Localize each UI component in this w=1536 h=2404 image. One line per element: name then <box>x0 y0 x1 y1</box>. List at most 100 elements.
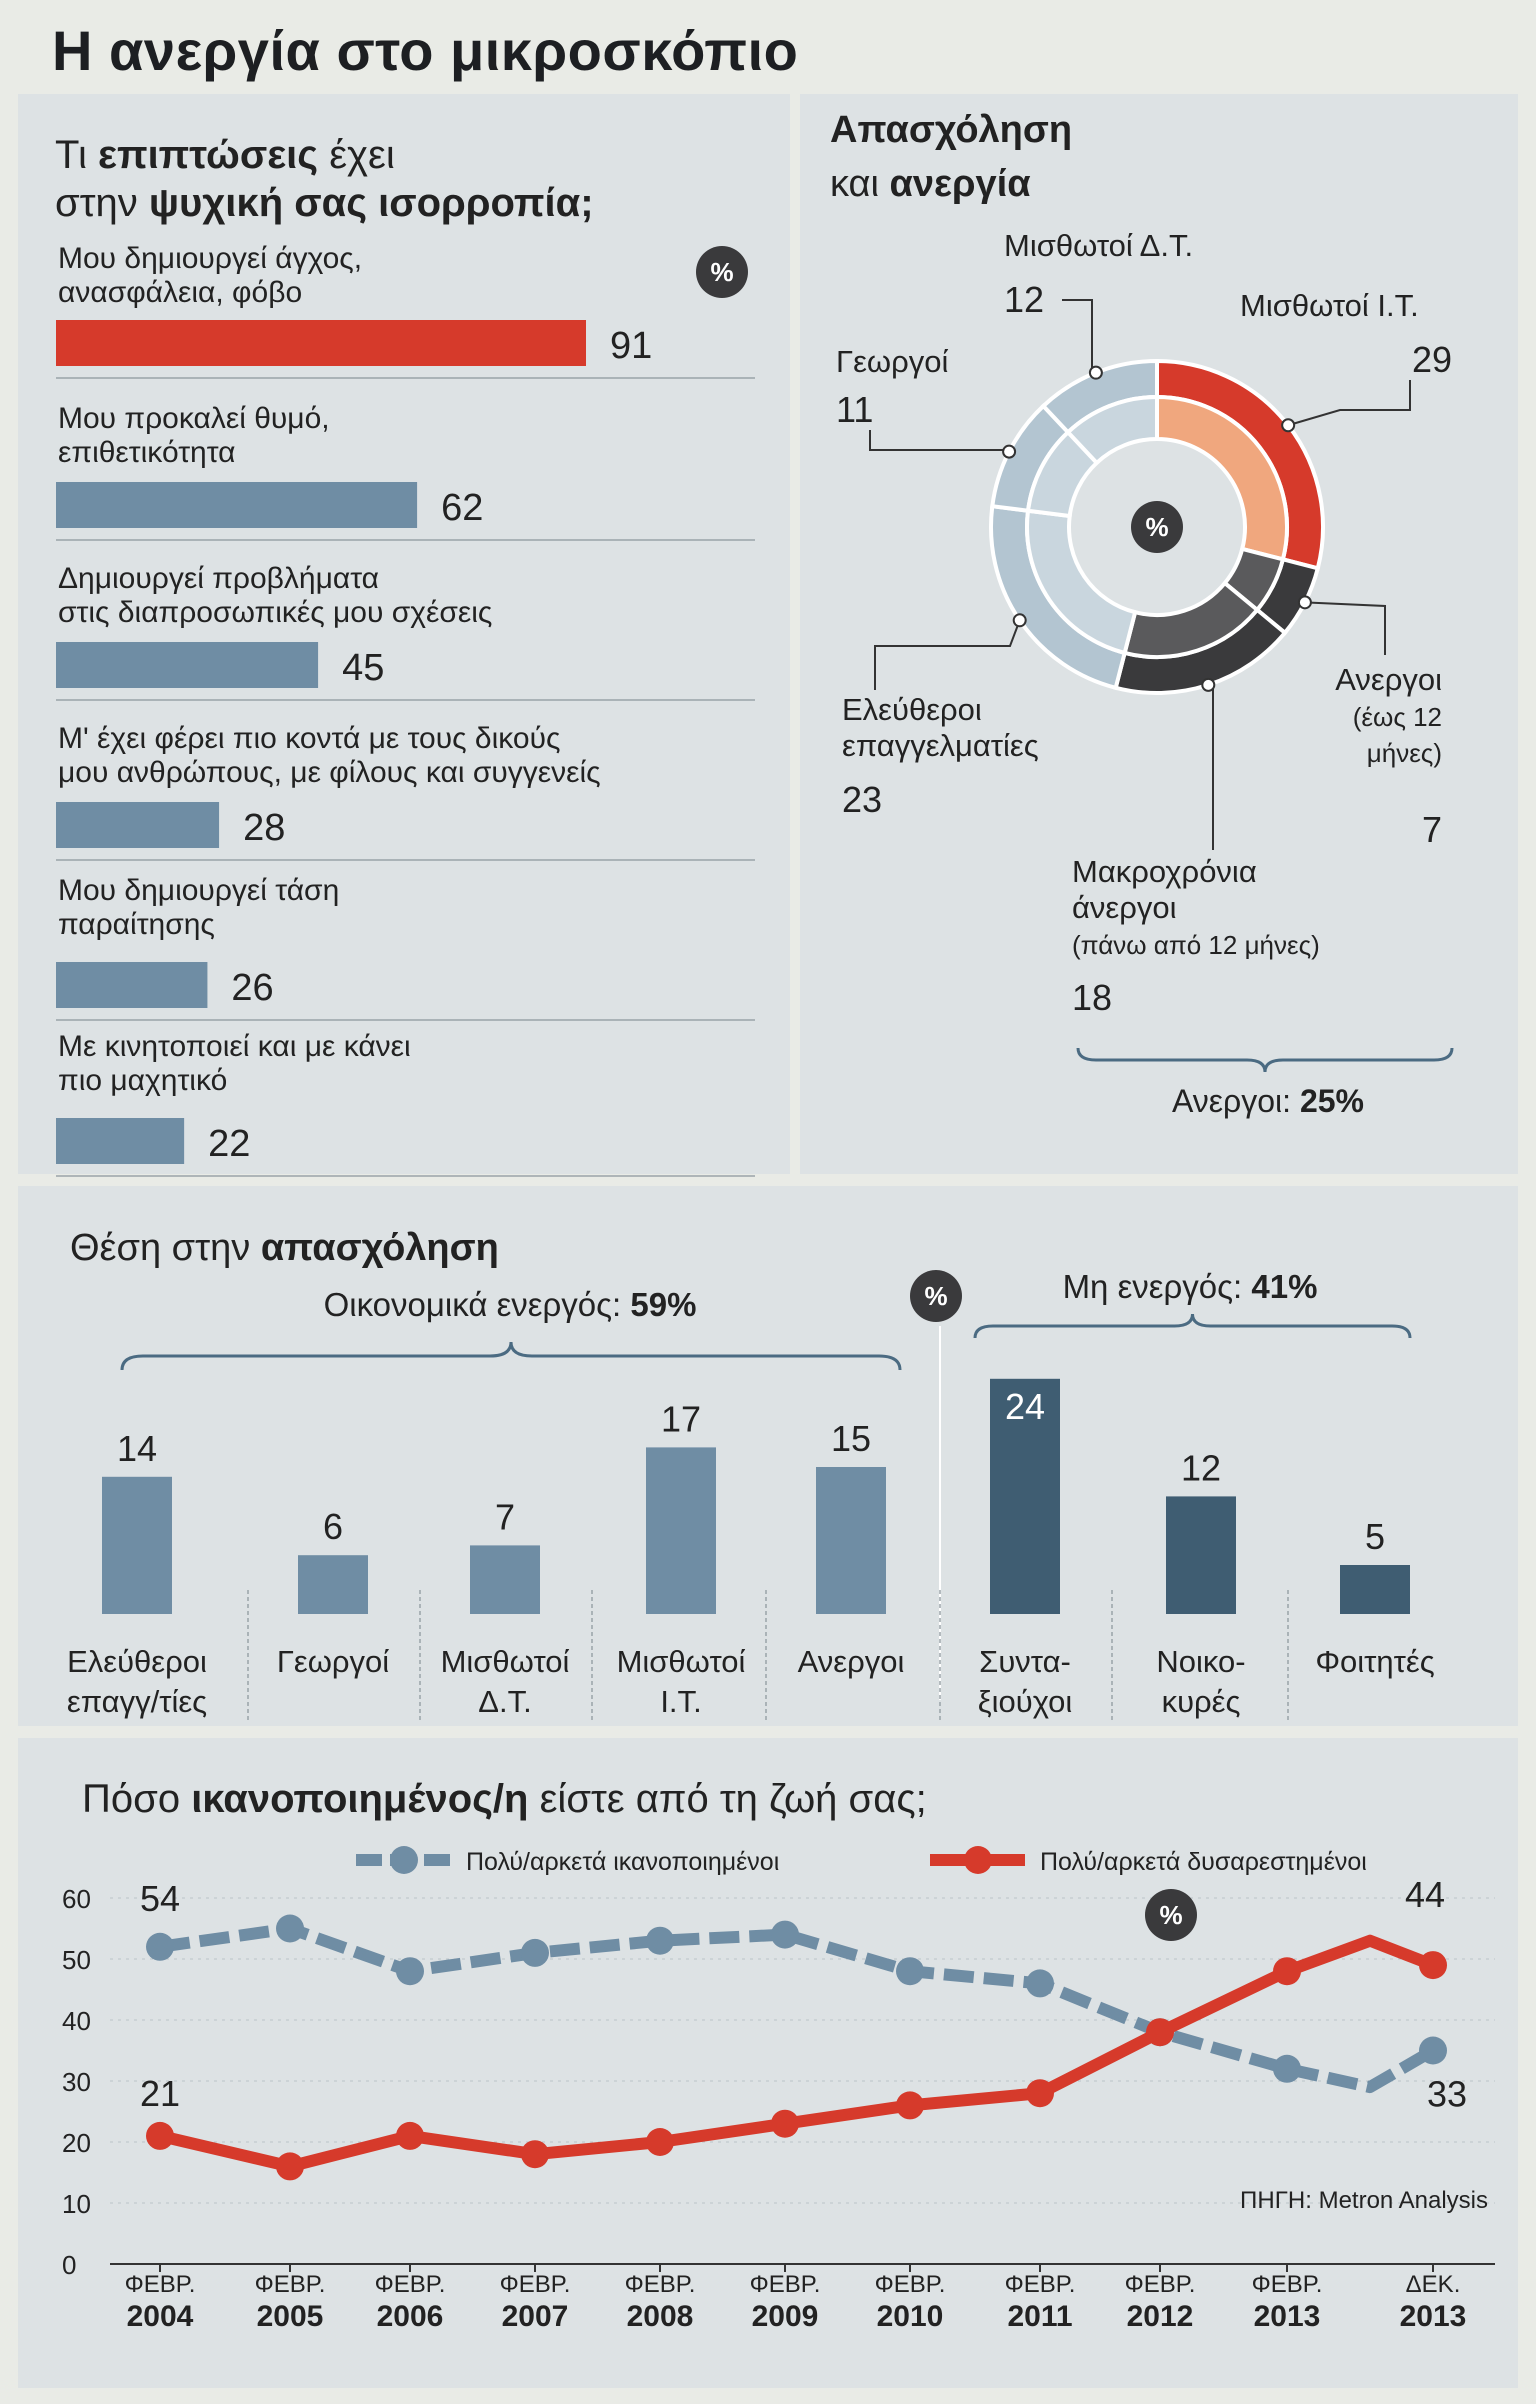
impact-value-4: 26 <box>231 967 273 1009</box>
y-tick-2: 20 <box>62 2128 91 2158</box>
inactive-brace <box>973 1313 1412 1339</box>
position-bar-1 <box>298 1555 368 1614</box>
position-value-1: 6 <box>323 1506 343 1547</box>
percent-badge-label: % <box>1145 512 1168 542</box>
position-value-7: 5 <box>1365 1516 1385 1557</box>
series-0-point-0 <box>146 1932 174 1961</box>
impact-label-1-1: επιθετικότητα <box>58 436 236 469</box>
x-tick-year-7: 2011 <box>1007 2300 1072 2333</box>
active-group-label: Οικονομικά ενεργός: 59% <box>324 1286 697 1323</box>
pie-value-5: 12 <box>1004 279 1044 320</box>
impact-chart: % Μου δημιουργεί άγχος,ανασφάλεια, φόβο 91… <box>56 242 755 1177</box>
pie-leader-3 <box>874 619 1021 690</box>
x-tick-month-5: ΦΕΒΡ. <box>750 2271 821 2298</box>
satisfaction-line-chart: 0102030405060ΦΕΒΡ.2004ΦΕΒΡ.2005ΦΕΒΡ.2006… <box>62 1846 1495 2333</box>
x-tick-year-1: 2005 <box>257 2300 324 2333</box>
position-label-6-1: κυρές <box>1162 1684 1241 1719</box>
y-tick-1: 10 <box>62 2189 91 2219</box>
pie-label-4-0: Γεωργοί <box>836 344 948 379</box>
unemployed-total: Ανεργοι: 25% <box>1172 1083 1364 1119</box>
line-percent-badge: % <box>1145 1889 1197 1941</box>
position-label-6-0: Νοικο- <box>1156 1644 1245 1679</box>
position-label-3-1: Ι.Τ. <box>660 1684 701 1719</box>
main-title: Η ανεργία στο μικροσκόπιο <box>52 19 799 82</box>
impact-bar-3 <box>56 802 220 848</box>
position-bar-2 <box>470 1545 540 1614</box>
x-tick-month-6: ΦΕΒΡ. <box>875 2271 946 2298</box>
impact-label-1-0: Μου προκαλεί θυμό, <box>58 402 330 435</box>
position-bar-chart: % Οικονομικά ενεργός: 59% Μη ενεργός: 41% 1… <box>67 1268 1435 1720</box>
position-value-5: 24 <box>1005 1386 1045 1427</box>
position-value-4: 15 <box>831 1418 871 1459</box>
impact-bar-5 <box>56 1118 185 1164</box>
impact-label-0-1: ανασφάλεια, φόβο <box>58 276 302 309</box>
pie-leader-dot-1 <box>1297 595 1312 610</box>
impact-label-5-0: Με κινητοποιεί και με κάνει <box>58 1030 411 1063</box>
position-bar-0 <box>102 1476 172 1614</box>
series-0-last-label: 33 <box>1427 2074 1467 2115</box>
pie-leader-0 <box>1287 380 1411 427</box>
series-line-0 <box>159 1922 1437 2094</box>
inactive-group-label: Μη ενεργός: 41% <box>1063 1268 1318 1305</box>
impact-value-5: 22 <box>208 1123 250 1165</box>
impact-value-3: 28 <box>243 807 285 849</box>
position-label-0-0: Ελεύθεροι <box>67 1644 207 1679</box>
pie-leader-dot-3 <box>1012 613 1027 628</box>
series-1-point-9 <box>1273 1957 1301 1986</box>
x-tick-year-3: 2007 <box>502 2300 569 2333</box>
series-0-point-5 <box>771 1920 799 1949</box>
impact-label-5-1: πιο μαχητικό <box>58 1064 227 1097</box>
series-1-point-4 <box>646 2128 674 2156</box>
position-value-2: 7 <box>495 1496 515 1537</box>
position-bar-7 <box>1340 1565 1410 1614</box>
impact-label-0-0: Μου δημιουργεί άγχος, <box>58 242 362 275</box>
pie-leader-dot-4 <box>1002 444 1017 459</box>
impact-label-3-1: μου ανθρώπους, με φίλους και συγγενείς <box>58 756 601 789</box>
series-0-point-6 <box>896 1957 924 1986</box>
x-tick-year-0: 2004 <box>127 2300 194 2333</box>
pie-label-2-2: (πάνω από 12 μήνες) <box>1072 930 1320 960</box>
position-value-0: 14 <box>117 1428 157 1469</box>
pie-leader-1 <box>1304 601 1386 655</box>
impact-bar-2 <box>56 642 319 688</box>
pie-value-3: 23 <box>842 779 882 820</box>
series-0-point-4 <box>646 1926 674 1955</box>
active-group-value: 59% <box>630 1286 696 1323</box>
percent-badge-label: % <box>710 257 733 287</box>
x-tick-month-9: ΦΕΒΡ. <box>1252 2271 1323 2298</box>
series-0-point-10 <box>1419 2036 1447 2065</box>
series-0-point-9 <box>1273 2054 1301 2083</box>
pie-slice-inner-5 <box>1065 394 1159 466</box>
y-tick-6: 60 <box>62 1884 91 1914</box>
series-1-last-label: 44 <box>1405 1874 1445 1915</box>
position-bar-5 <box>990 1378 1060 1614</box>
series-1-point-5 <box>771 2109 799 2138</box>
impact-bar-0 <box>56 320 586 366</box>
x-tick-year-10: 2013 <box>1400 2300 1467 2333</box>
unemployed-total-label: Ανεργοι: <box>1172 1083 1300 1119</box>
series-1-point-0 <box>146 2121 174 2150</box>
percent-badge-circle <box>696 246 748 298</box>
series-0-point-3 <box>521 1938 549 1967</box>
legend-label-0: Πολύ/αρκετά ικανοποιημένοι <box>466 1848 779 1876</box>
position-label-3-0: Μισθωτοί <box>617 1644 746 1679</box>
x-tick-month-7: ΦΕΒΡ. <box>1005 2271 1076 2298</box>
x-tick-year-2: 2006 <box>377 2300 444 2333</box>
x-tick-year-8: 2012 <box>1127 2300 1194 2333</box>
pie-leader-dot-2 <box>1201 677 1216 692</box>
position-label-1-0: Γεωργοί <box>277 1644 389 1679</box>
position-value-6: 12 <box>1181 1447 1221 1488</box>
x-tick-year-5: 2009 <box>752 2300 819 2333</box>
position-value-3: 17 <box>661 1398 701 1439</box>
series-1-first-label: 21 <box>140 2073 180 2114</box>
position-bar-3 <box>646 1447 716 1614</box>
impact-label-2-0: Δημιουργεί προβλήματα <box>58 562 379 595</box>
position-label-7-0: Φοιτητές <box>1315 1644 1434 1679</box>
pie-label-3-0: Ελεύθεροι <box>842 692 982 727</box>
pie-percent-badge: % <box>1131 501 1183 553</box>
position-label-2-1: Δ.Τ. <box>478 1684 531 1719</box>
position-bar-4 <box>816 1467 886 1614</box>
impact-value-0: 91 <box>610 325 652 367</box>
